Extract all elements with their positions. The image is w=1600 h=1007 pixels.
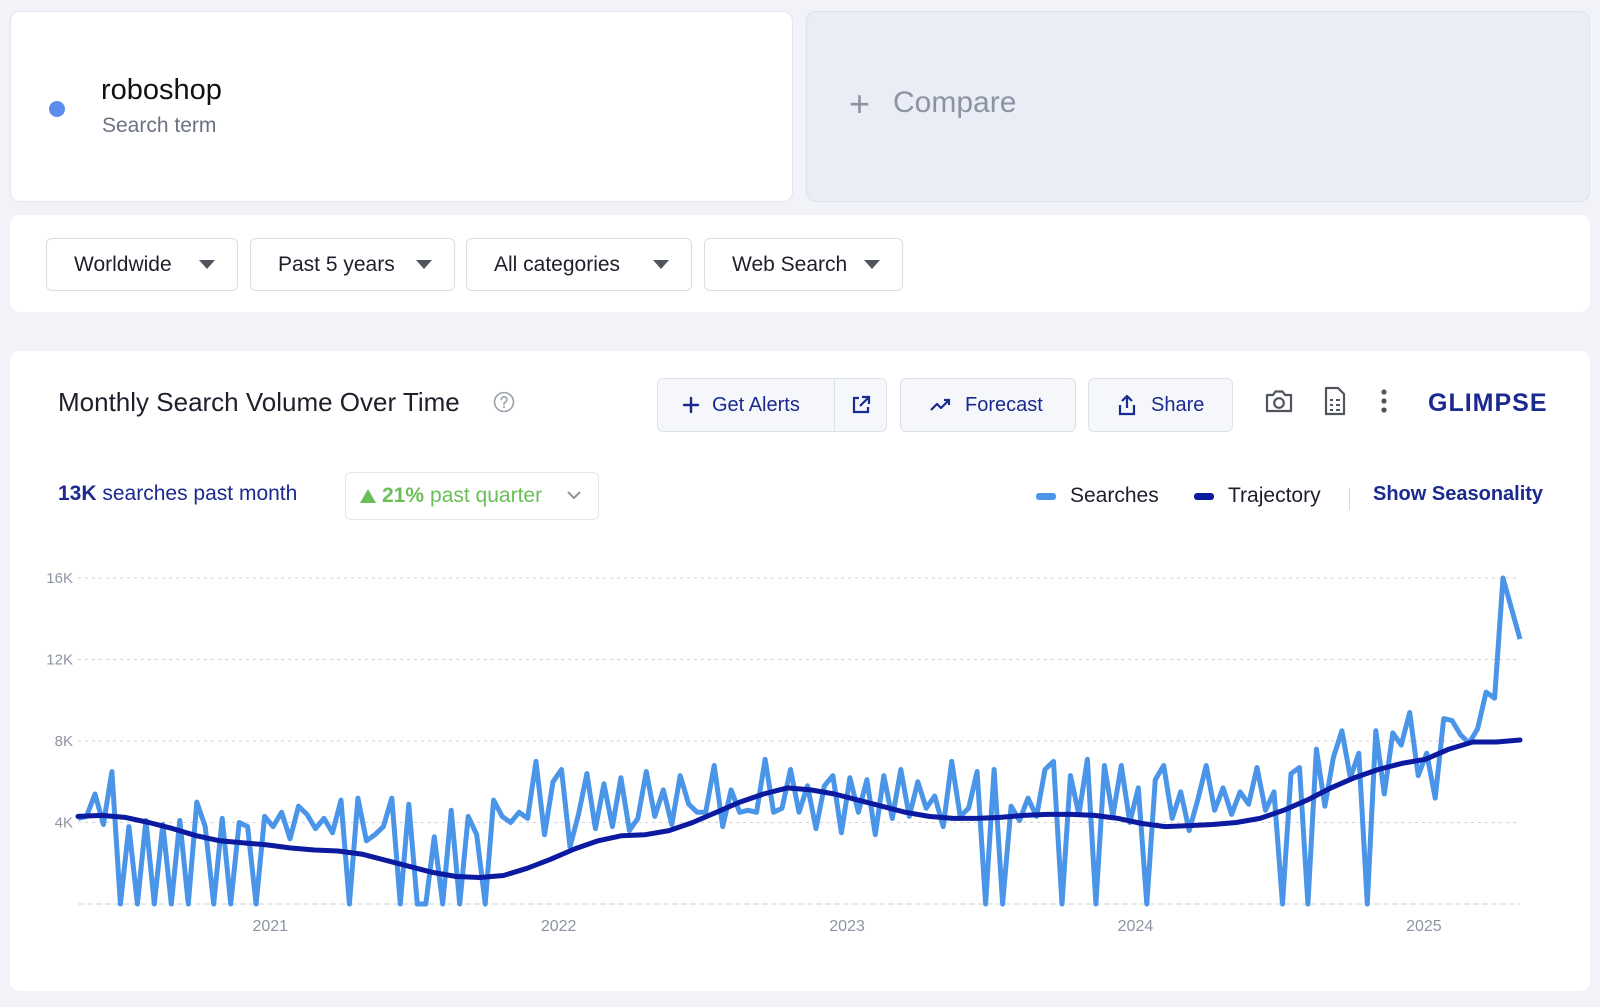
location-dropdown-label: Worldwide <box>74 252 172 276</box>
legend-trajectory-swatch <box>1194 492 1214 500</box>
y-tick-label: 4K <box>55 815 73 832</box>
trend-up-icon <box>360 489 376 503</box>
chevron-down-icon <box>567 491 581 500</box>
caret-down-icon <box>199 260 215 269</box>
plus-icon <box>682 396 700 414</box>
category-dropdown-label: All categories <box>494 252 621 276</box>
source-dropdown[interactable]: Web Search <box>704 238 903 291</box>
compare-button[interactable]: + Compare <box>806 11 1590 202</box>
searches-past-month: 13K searches past month <box>58 482 297 506</box>
searches-past-month-value: 13K <box>58 482 97 505</box>
share-label: Share <box>1151 393 1205 416</box>
y-tick-label: 16K <box>46 570 73 587</box>
legend-divider <box>1349 488 1350 510</box>
chart-title: Monthly Search Volume Over Time <box>58 387 460 417</box>
source-dropdown-label: Web Search <box>732 252 848 276</box>
time-range-dropdown[interactable]: Past 5 years <box>250 238 455 291</box>
category-dropdown[interactable]: All categories <box>466 238 692 291</box>
caret-down-icon <box>864 260 880 269</box>
get-alerts-button[interactable]: Get Alerts <box>657 378 835 432</box>
y-tick-label: 8K <box>55 733 73 750</box>
growth-value: 21% <box>382 484 425 507</box>
brand-logo: GLIMPSE <box>1428 389 1548 417</box>
time-range-dropdown-label: Past 5 years <box>278 252 395 276</box>
compare-label: Compare <box>893 86 1017 119</box>
trending-up-icon <box>930 398 951 411</box>
term-color-dot <box>49 101 65 117</box>
x-tick-label: 2025 <box>1406 918 1442 935</box>
search-term-name: roboshop <box>101 74 222 106</box>
x-tick-label: 2021 <box>252 918 288 935</box>
search-volume-card: 16K 12K 8K 4K 2021 2022 2023 2024 2025 Monthly … <box>10 351 1590 991</box>
x-tick-label: 2024 <box>1118 918 1154 935</box>
caret-down-icon <box>653 260 669 269</box>
searches-past-month-label: searches past month <box>102 482 298 505</box>
growth-past-quarter-dropdown[interactable]: 21% past quarter <box>345 472 599 520</box>
report-icon[interactable] <box>1323 386 1347 416</box>
get-alerts-label: Get Alerts <box>712 393 800 416</box>
help-icon[interactable] <box>493 391 515 413</box>
external-link-icon <box>852 395 870 414</box>
forecast-label: Forecast <box>965 393 1043 416</box>
legend-searches: Searches <box>1036 484 1159 508</box>
searches-series-line <box>77 575 1523 907</box>
open-external-button[interactable] <box>834 378 887 432</box>
search-term-card: roboshop Search term <box>10 11 793 202</box>
legend-trajectory-label: Trajectory <box>1228 484 1321 507</box>
x-axis-ticks: 2021 2022 2023 2024 2025 <box>252 918 1441 935</box>
camera-icon[interactable] <box>1264 388 1294 414</box>
trajectory-series-line <box>75 737 1523 880</box>
growth-label: past quarter <box>430 484 543 507</box>
legend-searches-swatch <box>1036 492 1056 500</box>
filters-bar: Worldwide Past 5 years All categories We… <box>10 215 1590 312</box>
show-seasonality-link[interactable]: Show Seasonality <box>1373 483 1544 505</box>
more-vertical-icon[interactable] <box>1380 388 1388 414</box>
x-tick-label: 2023 <box>829 918 865 935</box>
y-axis-ticks: 16K 12K 8K 4K <box>46 570 73 832</box>
forecast-button[interactable]: Forecast <box>900 378 1076 432</box>
search-volume-chart: 16K 12K 8K 4K 2021 2022 2023 2024 2025 <box>46 570 1523 935</box>
location-dropdown[interactable]: Worldwide <box>46 238 238 291</box>
caret-down-icon <box>416 260 432 269</box>
share-button[interactable]: Share <box>1088 378 1233 432</box>
legend-trajectory: Trajectory <box>1194 484 1321 508</box>
plus-icon: + <box>849 83 871 124</box>
share-icon <box>1118 394 1136 416</box>
search-term-type: Search term <box>102 114 217 137</box>
legend-searches-label: Searches <box>1070 484 1159 507</box>
x-tick-label: 2022 <box>541 918 577 935</box>
y-tick-label: 12K <box>46 652 73 669</box>
